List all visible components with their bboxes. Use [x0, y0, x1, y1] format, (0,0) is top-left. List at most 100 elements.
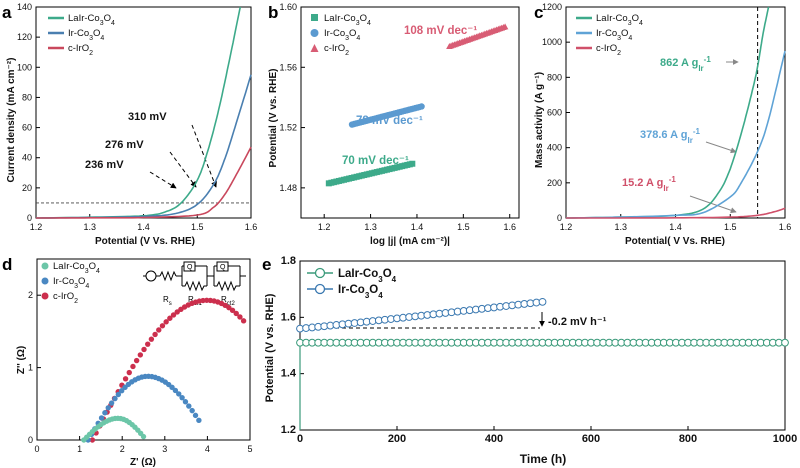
annotation-310: 310 mV [128, 111, 167, 123]
arrow-276 [169, 151, 197, 188]
pb-ytick-label: 1.56 [279, 62, 297, 72]
annotation-236: 236 mV [85, 159, 124, 171]
pc-xtick-label: 1.2 [560, 222, 573, 232]
panel-d-point-1 [182, 399, 189, 405]
panel-b-point-0 [409, 160, 416, 167]
circuit-labels: Q Q Rs Rct1 Rct2 [163, 264, 235, 307]
circuit-resistor-rct1 [182, 280, 207, 292]
pd-xtick-label: 3 [162, 444, 167, 454]
pa-ytick-label: 0 [27, 213, 32, 223]
pe-xtick-label: 400 [485, 433, 503, 445]
pc-xtick-label: 1.5 [724, 222, 737, 232]
panel-d-point-1 [115, 391, 122, 398]
legend-d-lair: LaIr-Co3O4 [53, 261, 100, 275]
legend-c-lair: LaIr-Co3O4 [596, 13, 643, 27]
pb-frame [300, 6, 520, 219]
pc-ytick-label: 800 [547, 72, 562, 82]
pe-ytick-label: 1.2 [281, 424, 296, 436]
panel-d-point-2 [170, 312, 177, 318]
legend-d-ir: Ir-Co3O4 [53, 276, 89, 290]
panel-e-ir-point [538, 297, 547, 306]
panel-d-point-2 [167, 315, 173, 321]
panel-d-point-1 [112, 395, 118, 402]
panel-e-lair-point [781, 338, 789, 347]
pc-xtick-label: 1.6 [779, 222, 792, 232]
pb-xtick-label: 1.2 [318, 222, 331, 232]
legend-c-ir: Ir-Co3O4 [596, 28, 632, 42]
pe-xtick-label: 0 [297, 433, 303, 445]
panel-e-legend: LaIr-Co3O4 Ir-Co3O4 [307, 267, 397, 300]
panel-d-point-2 [141, 346, 147, 353]
mass-activity-378: 378.6 A gIr-1 [640, 127, 701, 145]
legend-e-marker-ir [314, 283, 326, 295]
panel-c-series-1 [566, 50, 786, 219]
legend-d-marker-lair [41, 262, 49, 270]
pa-ytick-label: 20 [22, 183, 32, 193]
panel-a-legend: LaIr-Co3O4 Ir-Co3O4 c-IrO2 [48, 13, 115, 57]
legend-e-marker-lair [314, 267, 326, 279]
panel-d-point-2 [226, 304, 232, 311]
circuit-resistor-rct2 [214, 280, 240, 292]
tafel-label-lair: 70 mV dec⁻¹ [342, 155, 409, 167]
pa-xtick-label: 1.6 [245, 222, 258, 232]
panel-d-point-2 [130, 363, 136, 370]
pc-ytick-label: 0 [557, 213, 562, 223]
pe-xtick-label: 800 [679, 433, 697, 445]
panel-d-point-1 [108, 400, 115, 406]
legend-c-iro2: c-IrO2 [596, 43, 621, 57]
legend-marker-ir [310, 29, 319, 37]
pb-xtick-label: 1.5 [457, 222, 470, 232]
pd-xtick-label: 5 [247, 444, 252, 454]
pd-xtick-label: 4 [205, 444, 210, 454]
circuit-resistor-rs [159, 270, 177, 282]
legend-ir: Ir-Co3O4 [68, 28, 104, 42]
panel-d-point-1 [192, 412, 199, 419]
panel-d-point-1 [196, 417, 202, 424]
panel-d-point-2 [240, 318, 247, 324]
pc-xtick-label: 1.3 [614, 222, 627, 232]
panel-e-chart: Potential (V vs. RHE) Time (h) LaIr-Co3O… [264, 255, 797, 466]
arrow-15 [689, 195, 737, 214]
pd-ytick-label: 2 [28, 290, 33, 300]
pa-ytick-label: 120 [17, 32, 32, 42]
pc-ytick-label: 1000 [542, 37, 562, 47]
pd-frame [36, 258, 251, 441]
circuit-label-q1: Q [187, 264, 193, 271]
panel-d-point-2 [152, 331, 158, 338]
panel-c-legend: LaIr-Co3O4 Ir-Co3O4 c-IrO2 [576, 13, 643, 57]
panel-d-point-2 [159, 323, 166, 329]
panel-b-ylabel: Potential (V vs. RHE) [268, 69, 279, 168]
pe-ytick-label: 1.4 [281, 368, 297, 380]
panel-d-point-2 [145, 341, 151, 347]
tafel-label-iro2: 108 mV dec⁻¹ [404, 25, 477, 37]
panel-b-chart: Potential (V vs. RHE) log |j| (mA cm⁻²)|… [268, 2, 520, 247]
decay-rate-annotation: -0.2 mV h⁻¹ [548, 316, 607, 328]
panel-d-point-1 [102, 410, 108, 416]
arrow-378 [705, 141, 737, 154]
circuit-label-rct2: Rct2 [221, 295, 235, 307]
panel-d-point-2 [163, 319, 169, 325]
panel-label-a: a [2, 3, 12, 22]
panel-c-ylabel: Mass activity (A g⁻¹) [534, 72, 545, 168]
pa-xtick-label: 1.3 [83, 222, 96, 232]
panel-d-point-1 [176, 391, 182, 397]
panel-b-point-2 [501, 23, 509, 30]
panel-a-series-2 [36, 146, 252, 219]
panel-a-chart: Current density (mA cm⁻²) Potential (V V… [6, 2, 257, 247]
panel-d-point-2 [133, 357, 140, 364]
pc-ytick-label: 600 [547, 108, 562, 118]
panel-d-point-2 [233, 310, 239, 317]
pe-ytick-label: 1.8 [281, 255, 296, 267]
panel-d-point-1 [105, 405, 111, 411]
circuit-source [145, 270, 157, 282]
pa-xtick-label: 1.5 [191, 222, 204, 232]
panel-a-ylabel: Current density (mA cm⁻²) [6, 58, 17, 183]
panel-d-point-2 [156, 327, 162, 333]
pa-ytick-label: 140 [17, 2, 32, 12]
circuit-label-q2: Q [220, 264, 226, 271]
panel-d-point-2 [126, 369, 132, 376]
pe-ytick-label: 1.6 [281, 311, 296, 323]
panel-d-point-1 [189, 407, 195, 414]
panel-b-xlabel: log |j| (mA cm⁻²)| [370, 236, 450, 247]
legend-b-lair: LaIr-Co3O4 [324, 13, 371, 27]
